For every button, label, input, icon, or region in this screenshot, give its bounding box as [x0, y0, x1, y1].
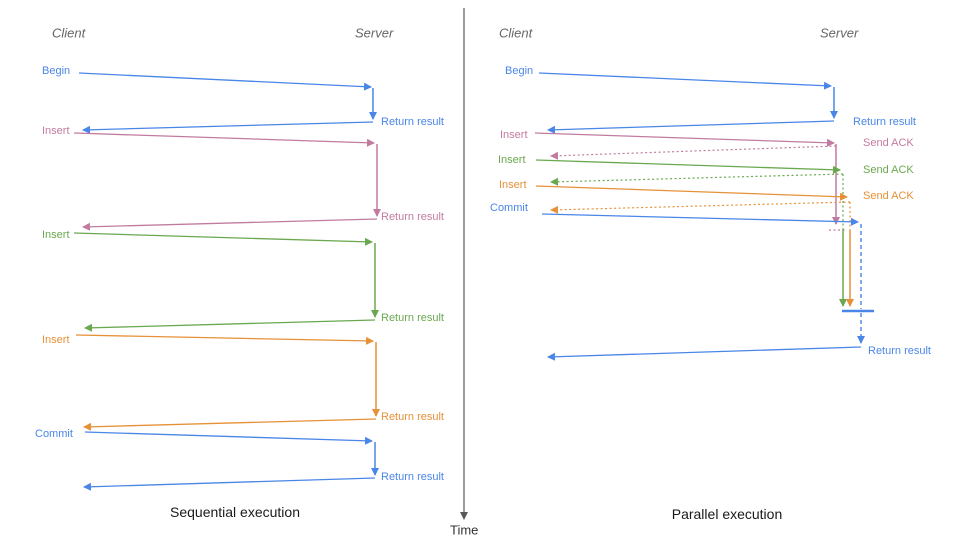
sequential-server-header: Server [355, 26, 394, 41]
seq-insert1-response-arrow [82, 218, 378, 231]
par-insert3-label: Insert [499, 179, 527, 191]
parallel-title: Parallel execution [672, 506, 783, 522]
par-begin-label: Begin [505, 65, 533, 77]
time-axis: Time [450, 8, 478, 538]
par-insert1-request-arrow [534, 132, 835, 147]
seq-insert3-response-arrow [83, 418, 377, 431]
seq-insert2-label: Insert [42, 229, 70, 241]
par-commit-response-label: Return result [868, 345, 931, 357]
par-insert3-ack-arrow [550, 201, 851, 214]
seq-begin-request-arrow [78, 72, 372, 91]
par-insert1-response-label: Send ACK [863, 137, 914, 149]
par-commit-label: Commit [490, 202, 528, 214]
seq-insert2-response-arrow [84, 319, 376, 332]
seq-insert2-response-label: Return result [381, 312, 444, 324]
seq-commit-response-label: Return result [381, 471, 444, 483]
seq-insert1-response-label: Return result [381, 211, 444, 223]
seq-insert3-label: Insert [42, 334, 70, 346]
sequential-client-header: Client [52, 26, 87, 41]
par-insert1-label: Insert [500, 129, 528, 141]
seq-insert3-request-arrow [75, 334, 374, 345]
par-insert2-request-arrow [535, 159, 841, 174]
par-insert1-ack-arrow [550, 145, 837, 160]
seq-insert3-response-label: Return result [381, 411, 444, 423]
par-begin-response-label: Return result [853, 116, 916, 128]
time-axis-label: Time [450, 523, 478, 538]
par-insert2-label: Insert [498, 154, 526, 166]
par-commit-request-arrow [541, 213, 859, 226]
par-insert3-request-arrow [535, 185, 848, 201]
seq-begin-label: Begin [42, 65, 70, 77]
par-insert2-response-label: Send ACK [863, 164, 914, 176]
par-insert2-ack-arrow [550, 173, 844, 186]
seq-commit-label: Commit [35, 428, 73, 440]
sequential-panel: Client Server Begin Return result Insert… [35, 26, 444, 521]
parallel-panel: Client Server Begin Return result Insert… [490, 26, 931, 523]
par-begin-response-arrow [547, 120, 835, 134]
seq-begin-response-label: Return result [381, 116, 444, 128]
sequential-title: Sequential execution [170, 504, 300, 520]
seq-insert1-request-arrow [73, 132, 375, 147]
parallel-client-header: Client [499, 26, 534, 41]
par-begin-request-arrow [538, 72, 832, 90]
parallel-server-header: Server [820, 26, 859, 41]
seq-begin-response-arrow [82, 121, 374, 134]
seq-insert1-label: Insert [42, 125, 70, 137]
par-commit-response-arrow [547, 346, 862, 361]
seq-commit-request-arrow [84, 431, 373, 445]
seq-commit-response-arrow [83, 477, 376, 491]
par-insert3-response-label: Send ACK [863, 190, 914, 202]
seq-insert2-request-arrow [73, 232, 373, 246]
